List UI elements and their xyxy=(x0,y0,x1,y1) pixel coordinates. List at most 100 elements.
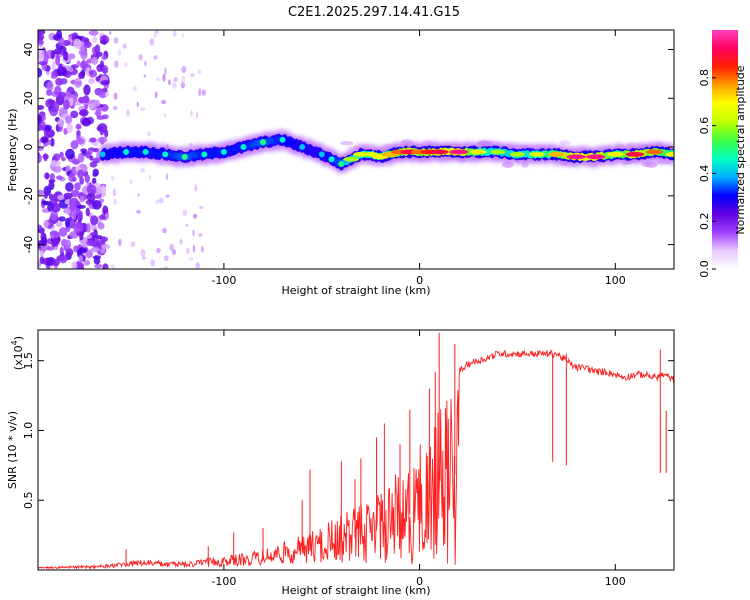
noise-speckle xyxy=(71,261,78,269)
noise-speckle xyxy=(58,91,67,98)
noise-speckle xyxy=(42,257,53,266)
ridge-peak xyxy=(548,151,566,157)
noise-speckle xyxy=(114,60,119,68)
noise-speckle xyxy=(96,186,101,197)
noise-speckle xyxy=(77,152,85,163)
noise-speckle xyxy=(51,60,56,71)
colorbar: 0.0 0.2 0.4 0.6 0.8 Normalized spectral ampl… xyxy=(698,30,747,278)
noise-speckle xyxy=(100,184,106,194)
ridge-peak xyxy=(566,154,586,160)
noise-speckle xyxy=(198,88,202,97)
snr-scale-label: (x10 xyxy=(12,345,25,370)
noise-speckle xyxy=(49,173,55,181)
snr-panel: -100 0 100 0.5 1.0 1.5 Height of straight li… xyxy=(6,329,675,597)
noise-speckle xyxy=(72,176,77,182)
y-tick-label: -20 xyxy=(22,187,35,205)
noise-speckle xyxy=(73,245,79,253)
noise-speckle xyxy=(94,194,102,199)
snr-y-label: SNR (10 * v/v) xyxy=(6,411,19,489)
noise-speckle xyxy=(38,68,43,78)
noise-speckle xyxy=(100,236,106,245)
noise-speckle xyxy=(190,109,193,117)
noise-speckle xyxy=(193,213,198,219)
noise-speckle xyxy=(179,238,183,245)
x-tick-label: 0 xyxy=(416,274,423,287)
noise-speckle xyxy=(77,97,86,104)
ridge-peak xyxy=(529,151,545,157)
noise-speckle xyxy=(50,159,61,167)
noise-speckle xyxy=(88,78,96,85)
noise-speckle xyxy=(92,172,98,177)
noise-speckle xyxy=(99,126,105,136)
noise-speckle xyxy=(91,177,97,184)
ridge-peak xyxy=(607,151,624,157)
noise-speckle xyxy=(113,37,119,44)
noise-speckle xyxy=(78,263,84,269)
noise-speckle xyxy=(85,207,90,217)
noise-speckle xyxy=(58,216,66,222)
y-tick-label: 0.5 xyxy=(22,491,35,509)
x-tick-label: 0 xyxy=(416,575,423,588)
noise-speckle xyxy=(38,61,48,66)
noise-speckle xyxy=(98,90,108,99)
noise-speckle xyxy=(101,244,111,250)
noise-speckle xyxy=(76,204,86,209)
noise-speckle xyxy=(68,66,74,73)
spectrogram-y-label: Frequency (Hz) xyxy=(6,109,19,192)
noise-speckle xyxy=(147,130,151,137)
noise-speckle xyxy=(93,257,101,265)
colorbar-ticks: 0.0 0.2 0.4 0.6 0.8 xyxy=(698,69,716,278)
noise-speckle xyxy=(154,91,158,99)
noise-speckle xyxy=(102,263,109,269)
noise-speckle xyxy=(153,30,157,39)
noise-speckle xyxy=(126,108,130,117)
noise-speckle xyxy=(45,246,55,251)
noise-speckle xyxy=(66,123,73,134)
noise-speckle xyxy=(173,77,178,83)
snr-frame xyxy=(37,329,675,571)
noise-speckle xyxy=(51,258,60,267)
noise-speckle xyxy=(86,192,96,203)
noise-speckle xyxy=(162,73,166,82)
noise-speckle xyxy=(197,69,202,75)
noise-speckle xyxy=(50,137,55,147)
noise-speckle xyxy=(112,188,117,197)
noise-speckle xyxy=(49,230,59,240)
noise-speckle xyxy=(64,217,71,228)
noise-speckle xyxy=(75,81,82,86)
noise-speckle xyxy=(56,175,63,180)
noise-speckle xyxy=(78,71,86,80)
noise-speckle xyxy=(65,248,74,257)
noise-speckle xyxy=(51,70,56,77)
noise-speckle xyxy=(149,38,155,46)
noise-speckle xyxy=(102,64,109,75)
ridge-point xyxy=(220,148,227,155)
noise-speckle xyxy=(47,202,54,212)
noise-speckle xyxy=(105,212,109,219)
noise-speckle xyxy=(155,199,159,205)
noise-speckle xyxy=(182,209,188,217)
noise-speckle xyxy=(43,153,48,162)
noise-speckle xyxy=(43,219,49,229)
y-tick-label: -40 xyxy=(22,236,35,254)
noise-speckle xyxy=(192,229,195,237)
noise-speckle xyxy=(59,151,64,158)
noise-speckle xyxy=(63,99,70,110)
noise-speckle xyxy=(86,223,91,233)
spectrogram-x-label: Height of straight line (km) xyxy=(281,284,430,297)
noise-speckle xyxy=(43,128,53,139)
noise-speckle xyxy=(124,62,128,68)
noise-speckle xyxy=(83,84,91,96)
noise-speckle xyxy=(92,157,101,164)
snr-scale-factor: (x104) xyxy=(10,336,25,370)
noise-speckle xyxy=(68,97,74,107)
noise-speckle xyxy=(67,53,76,60)
noise-speckle xyxy=(97,136,108,144)
noise-speckle xyxy=(38,104,45,110)
noise-speckle xyxy=(102,205,109,215)
noise-speckle xyxy=(181,65,187,74)
noise-speckle xyxy=(51,102,60,113)
noise-speckle xyxy=(162,227,167,234)
noise-speckle xyxy=(64,208,71,214)
noise-speckle xyxy=(93,147,100,153)
